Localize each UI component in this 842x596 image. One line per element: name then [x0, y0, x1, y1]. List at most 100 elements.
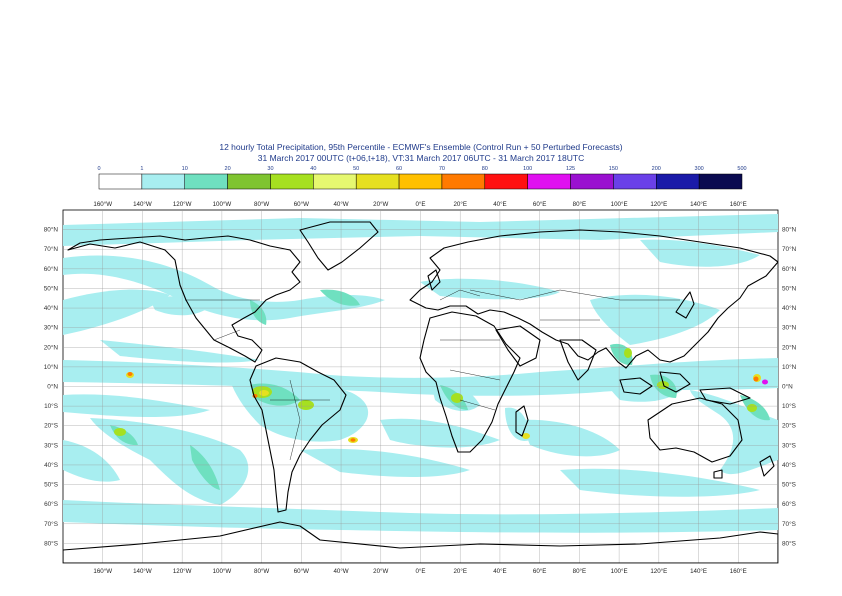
lon-label-top: 160°W — [93, 201, 112, 208]
legend-swatch — [98, 173, 143, 190]
legend-swatch — [656, 173, 700, 190]
lon-label-bottom: 80°W — [254, 568, 269, 575]
lat-label-right: 70°S — [782, 520, 796, 528]
lat-label-left: 50°N — [44, 284, 59, 292]
lon-label-top: 120°W — [173, 201, 192, 208]
lon-label-top: 20°W — [373, 201, 388, 208]
coastlines — [63, 221, 778, 563]
lat-label-left: 30°S — [44, 441, 58, 449]
legend-threshold-label: 500 — [737, 166, 746, 172]
lon-label-top: 120°E — [650, 201, 667, 208]
country-borders — [185, 289, 680, 461]
lon-label-bottom: 140°W — [133, 568, 152, 575]
legend-swatch — [184, 173, 228, 190]
lat-label-left: 70°S — [44, 520, 58, 528]
lat-label-right: 30°S — [782, 441, 796, 449]
lat-label-left: 0°N — [47, 383, 58, 391]
legend-threshold-label: 150 — [609, 166, 618, 172]
legend-threshold-label: 70 — [439, 166, 445, 172]
lat-label-right: 10°S — [782, 402, 796, 410]
lon-label-top: 80°E — [573, 201, 586, 208]
legend-swatch — [441, 173, 486, 190]
legend-threshold-label: 20 — [225, 166, 231, 172]
lon-label-bottom: 60°W — [294, 568, 309, 575]
lon-label-top: 100°E — [611, 201, 628, 208]
lat-label-left: 20°S — [44, 422, 58, 430]
lon-label-bottom: 40°W — [333, 568, 348, 575]
lat-label-left: 10°S — [44, 402, 58, 410]
lon-label-bottom: 120°E — [650, 568, 667, 575]
lat-label-left: 40°N — [44, 304, 59, 312]
lat-label-right: 80°N — [782, 226, 797, 234]
legend-swatch — [398, 173, 443, 190]
graticule — [63, 210, 778, 563]
lat-label-left: 60°N — [44, 265, 59, 273]
lon-label-top: 20°E — [453, 201, 466, 208]
legend-threshold-label: 200 — [652, 166, 661, 172]
lon-label-top: 80°W — [254, 201, 269, 208]
lon-label-bottom: 120°W — [173, 568, 192, 575]
lat-label-right: 20°S — [782, 422, 796, 430]
legend-swatch — [570, 173, 614, 190]
lat-label-right: 50°S — [782, 481, 796, 489]
lon-label-top: 140°E — [690, 201, 707, 208]
lon-label-bottom: 160°E — [730, 568, 747, 575]
lon-label-bottom: 60°E — [533, 568, 546, 575]
lon-label-top: 40°W — [333, 201, 348, 208]
legend-swatch — [141, 173, 185, 190]
lon-label-bottom: 40°E — [493, 568, 506, 575]
lon-label-bottom: 160°W — [93, 568, 112, 575]
lon-label-bottom: 140°E — [690, 568, 707, 575]
map-axis-labels: 160°W 160°W 140°W 140°W 120°W 120°W 100°W 100°W… — [44, 201, 797, 575]
legend-swatch — [527, 173, 571, 190]
legend-threshold-label: 50 — [353, 166, 359, 172]
legend-swatch — [355, 173, 400, 190]
lat-label-right: 60°N — [782, 265, 797, 273]
legend-threshold-label: 80 — [482, 166, 488, 172]
legend-threshold-label: 1 — [140, 166, 143, 172]
legend-threshold-label: 100 — [523, 166, 532, 172]
map-subtitle: 31 March 2017 00UTC (t+06,t+18), VT:31 M… — [257, 153, 585, 163]
lat-label-right: 40°S — [782, 461, 796, 469]
precipitation-fields — [63, 210, 778, 563]
legend-threshold-label: 125 — [566, 166, 575, 172]
legend-threshold-label: 40 — [310, 166, 316, 172]
lat-label-right: 60°S — [782, 500, 796, 508]
lat-label-left: 70°N — [44, 245, 59, 253]
lon-label-bottom: 20°E — [453, 568, 466, 575]
lat-label-right: 80°S — [782, 539, 796, 547]
legend-swatch — [313, 173, 357, 190]
lat-label-right: 30°N — [782, 324, 797, 332]
lon-label-top: 140°W — [133, 201, 152, 208]
legend-swatch — [484, 173, 528, 190]
lat-label-right: 50°N — [782, 284, 797, 292]
lon-label-bottom: 100°W — [213, 568, 232, 575]
lat-label-left: 30°N — [44, 324, 59, 332]
lat-label-left: 80°S — [44, 539, 58, 547]
lat-label-left: 50°S — [44, 481, 58, 489]
legend-threshold-label: 30 — [267, 166, 273, 172]
lat-label-left: 60°S — [44, 500, 58, 508]
lat-label-left: 20°N — [44, 343, 59, 351]
lat-label-right: 70°N — [782, 245, 797, 253]
lon-label-top: 60°E — [533, 201, 546, 208]
lat-label-right: 40°N — [782, 304, 797, 312]
lat-label-left: 10°N — [44, 363, 59, 371]
lat-label-right: 0°N — [782, 383, 793, 391]
lon-label-bottom: 20°W — [373, 568, 388, 575]
lon-label-bottom: 80°E — [573, 568, 586, 575]
legend-swatch — [698, 173, 743, 190]
legend-threshold-label: 10 — [182, 166, 188, 172]
lat-label-right: 10°N — [782, 363, 797, 371]
lon-label-bottom: 0°E — [415, 568, 425, 575]
map-title: 12 hourly Total Precipitation, 95th Perc… — [219, 142, 623, 152]
legend-swatch — [270, 173, 314, 190]
lon-label-top: 160°E — [730, 201, 747, 208]
lon-label-top: 60°W — [294, 201, 309, 208]
lat-label-left: 40°S — [44, 461, 58, 469]
lat-label-left: 80°N — [44, 226, 59, 234]
legend-threshold-label: 0 — [97, 166, 100, 172]
lat-label-right: 20°N — [782, 343, 797, 351]
legend-threshold-label: 300 — [695, 166, 704, 172]
